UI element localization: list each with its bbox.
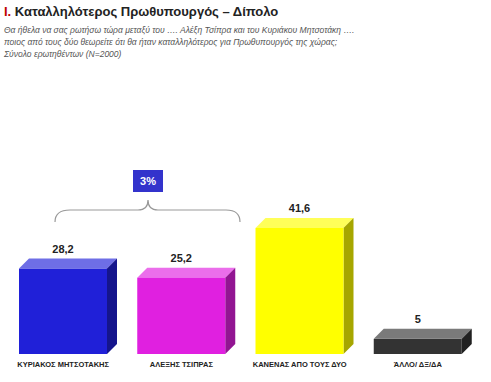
svg-text:ΑΛΕΞΗΣ ΤΣΙΠΡΑΣ: ΑΛΕΞΗΣ ΤΣΙΠΡΑΣ: [150, 360, 214, 369]
html-text:ποιος από τους δύο θεωρείτε ότ: ποιος από τους δύο θεωρείτε ότι θα ήταν …: [4, 37, 338, 47]
html-text:Θα ήθελα να σας ρωτήσω τώρα με: Θα ήθελα να σας ρωτήσω τώρα μεταξύ του ……: [4, 25, 355, 35]
svg-text:25,2: 25,2: [171, 252, 192, 264]
html-text:3%: 3%: [140, 175, 156, 187]
svg-text:28,2: 28,2: [52, 243, 73, 255]
svg-text:ΚΥΡΙΑΚΟΣ ΜΗΤΣΟΤΑΚΗΣ: ΚΥΡΙΑΚΟΣ ΜΗΤΣΟΤΑΚΗΣ: [17, 360, 109, 369]
html-text:Σύνολο ερωτηθέντων (Ν=2000): Σύνολο ερωτηθέντων (Ν=2000): [4, 49, 122, 59]
svg-text:41,6: 41,6: [289, 202, 310, 214]
html-text:Ι. Καταλληλότερος Πρωθυπουργός: Ι. Καταλληλότερος Πρωθυπουργός – Δίπολο: [4, 4, 279, 19]
svg-text:ΚΑΝΕΝΑΣ ΑΠΟ ΤΟΥΣ ΔΥΟ: ΚΑΝΕΝΑΣ ΑΠΟ ΤΟΥΣ ΔΥΟ: [253, 360, 347, 369]
svg-text:ΆΛΛΟ/ ΔΞ/ΔΑ: ΆΛΛΟ/ ΔΞ/ΔΑ: [394, 360, 443, 369]
svg-text:5: 5: [415, 313, 421, 325]
